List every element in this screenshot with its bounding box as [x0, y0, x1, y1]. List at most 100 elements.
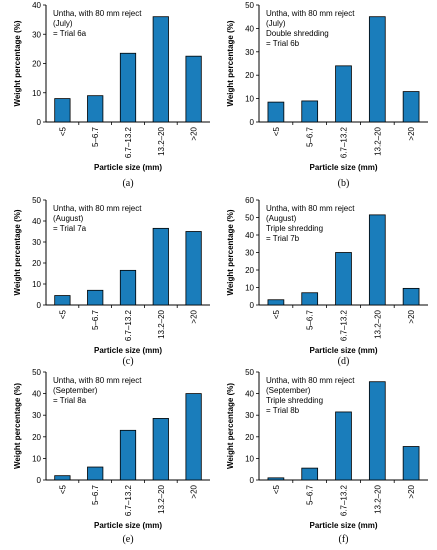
- bar-4: [368, 381, 386, 481]
- chart-panel-b: 0 10 20 30 40 50 <5 5–6.7 6.7–13.2 13.2–20 >20 Part…: [226, 1, 428, 189]
- x-tick-label: >20: [190, 484, 199, 498]
- y-tick-label: 0: [37, 301, 42, 310]
- y-axis-title: Weight percentage (%): [226, 383, 235, 469]
- annotation-line: = Trial 8b: [266, 406, 300, 415]
- y-axis-title: Weight percentage (%): [13, 209, 22, 295]
- bar-2: [87, 466, 104, 481]
- x-tick-label: <5: [272, 126, 281, 136]
- x-tick-label: 13.2–20: [373, 126, 382, 155]
- x-tick-label: 13.2–20: [157, 309, 166, 338]
- bar-2: [87, 289, 104, 306]
- y-tick-label: 50: [245, 214, 254, 223]
- y-tick-label: 40: [32, 1, 41, 10]
- panel-label: (c): [122, 356, 133, 367]
- y-tick-label: 20: [245, 71, 254, 80]
- annotation-line: Untha, with 80 mm reject: [53, 376, 142, 385]
- x-tick-label: 6.7–13.2: [124, 309, 133, 341]
- x-tick-label: >20: [407, 484, 416, 498]
- y-tick-label: 40: [245, 231, 254, 240]
- y-tick-label: 0: [37, 476, 42, 485]
- y-tick-label: 0: [37, 118, 42, 127]
- bar-1: [267, 299, 285, 306]
- x-tick-label: 6.7–13.2: [340, 484, 349, 516]
- chart-panel-c: 0 10 20 30 40 50 <5 5–6.7 6.7–13.2 13.2–20 >20 Part…: [13, 196, 210, 367]
- annotation-line: = Trial 7b: [266, 234, 300, 243]
- chart-panel-d: 0 10 20 30 40 50 60 <5 5–6.7 6.7–13.2 13.2–20 >20 Pa…: [226, 196, 428, 367]
- bar-1: [267, 477, 285, 481]
- panel-label: (a): [122, 178, 133, 189]
- y-tick-label: 20: [32, 259, 41, 268]
- x-tick-label: 5–6.7: [306, 484, 315, 505]
- x-tick-label: >20: [407, 309, 416, 323]
- y-tick-label: 50: [245, 1, 254, 10]
- x-tick-label: 13.2–20: [157, 126, 166, 155]
- y-tick-label: 30: [245, 48, 254, 57]
- bar-4: [152, 418, 169, 481]
- panel-label: (d): [338, 356, 350, 367]
- y-tick-label: 20: [245, 433, 254, 442]
- bar-5: [185, 55, 202, 123]
- chart-panel-f: 0 10 20 30 40 50 <5 5–6.7 6.7–13.2 13.2–20 >20 Part…: [226, 368, 428, 545]
- annotation-line: Triple shredding: [266, 224, 323, 233]
- x-tick-label: 6.7–13.2: [340, 309, 349, 341]
- bar-4: [152, 227, 169, 306]
- y-tick-label: 0: [250, 476, 255, 485]
- bar-2: [301, 467, 319, 481]
- bar-2: [301, 100, 319, 123]
- annotation-line: (August): [53, 214, 84, 223]
- bar-4: [152, 16, 169, 123]
- y-tick-label: 50: [245, 368, 254, 377]
- bar-3: [119, 52, 137, 123]
- x-axis-title: Particle size (mm): [94, 521, 162, 530]
- annotation-line: (August): [266, 214, 297, 223]
- y-tick-label: 20: [32, 60, 41, 69]
- annotation-line: (July): [266, 19, 286, 28]
- annotation-line: = Trial 6b: [266, 39, 300, 48]
- bar-3: [335, 65, 352, 123]
- y-tick-label: 50: [32, 368, 41, 377]
- x-tick-label: >20: [190, 126, 199, 140]
- panel-label: (f): [339, 534, 349, 545]
- x-tick-label: <5: [58, 484, 67, 494]
- x-tick-label: 5–6.7: [91, 126, 100, 147]
- bar-1: [54, 98, 71, 123]
- bar-5: [402, 91, 420, 123]
- x-axis-title: Particle size (mm): [309, 163, 377, 172]
- bar-2: [301, 292, 319, 306]
- bar-3: [119, 269, 137, 306]
- annotation-line: Untha, with 80 mm reject: [266, 9, 355, 18]
- y-tick-label: 20: [245, 266, 254, 275]
- y-tick-label: 20: [32, 433, 41, 442]
- y-tick-label: 30: [245, 411, 254, 420]
- bar-3: [119, 429, 137, 481]
- y-tick-label: 10: [245, 284, 254, 293]
- bar-2: [87, 95, 104, 123]
- x-tick-label: >20: [190, 309, 199, 323]
- x-axis-title: Particle size (mm): [94, 346, 162, 355]
- y-tick-label: 40: [245, 390, 254, 399]
- bar-1: [54, 295, 71, 306]
- x-tick-label: <5: [272, 309, 281, 319]
- y-tick-label: 10: [32, 454, 41, 463]
- bar-3: [335, 252, 352, 306]
- chart-panel-e: 0 10 20 30 40 50 <5 5–6.7 6.7–13.2 13.2–20 >20 Part…: [13, 368, 210, 545]
- annotation-line: Triple shredding: [266, 396, 323, 405]
- y-tick-label: 40: [32, 217, 41, 226]
- bar-4: [368, 16, 386, 123]
- y-axis-title: Weight percentage (%): [13, 383, 22, 469]
- y-tick-label: 60: [245, 196, 254, 205]
- y-tick-label: 40: [32, 390, 41, 399]
- panel-label: (b): [338, 178, 350, 189]
- y-tick-label: 30: [245, 249, 254, 258]
- annotation-line: Untha, with 80 mm reject: [53, 9, 142, 18]
- annotation-line: Double shredding: [266, 29, 329, 38]
- annotation-line: (September): [266, 386, 311, 395]
- x-tick-label: 5–6.7: [306, 309, 315, 330]
- y-tick-label: 10: [245, 454, 254, 463]
- y-tick-label: 50: [32, 196, 41, 205]
- y-tick-label: 10: [32, 280, 41, 289]
- bar-5: [185, 231, 202, 306]
- y-tick-label: 40: [245, 24, 254, 33]
- x-tick-label: 5–6.7: [91, 309, 100, 330]
